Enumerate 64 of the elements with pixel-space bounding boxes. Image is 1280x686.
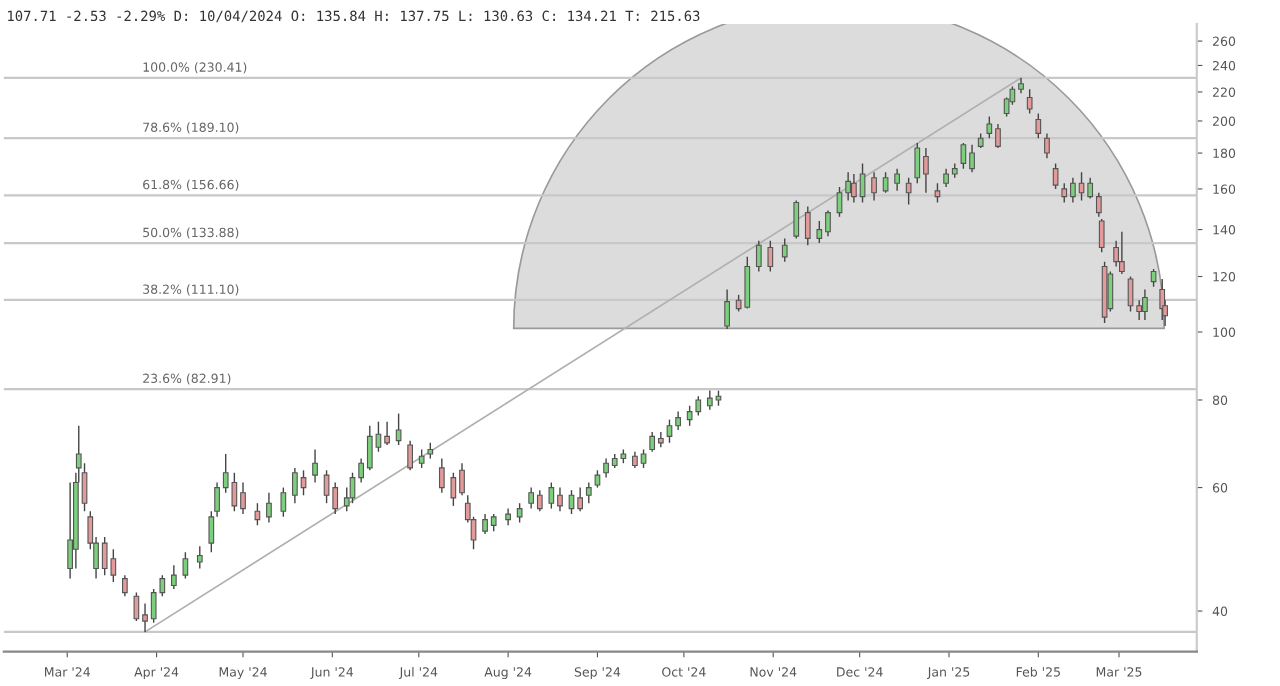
candlestick (231, 472, 238, 513)
candlestick (882, 171, 889, 194)
candlestick (934, 182, 941, 204)
candlestick (323, 469, 330, 504)
candlestick (67, 481, 73, 580)
candlestick (536, 489, 543, 513)
candlestick (280, 486, 287, 518)
candlestick (905, 177, 912, 206)
candlestick (649, 431, 656, 453)
candlestick (516, 502, 523, 524)
candlestick (395, 412, 402, 446)
candlestick (695, 395, 702, 417)
candlestick (1119, 231, 1125, 275)
candlestick (332, 481, 339, 515)
candlestick (438, 457, 445, 494)
candlestick (914, 142, 921, 184)
candlestick (859, 162, 866, 204)
candlestick (1052, 162, 1059, 190)
candlestick (724, 288, 730, 330)
candlestick (366, 425, 373, 472)
candlestick (1044, 132, 1050, 159)
candlestick (170, 564, 177, 590)
candlestick (1142, 288, 1148, 321)
candlestick (266, 492, 272, 524)
candlestick (767, 239, 774, 273)
candlestick (986, 115, 993, 139)
candlestick (657, 431, 664, 448)
candlestick (407, 439, 413, 472)
candlestick (804, 205, 811, 246)
candlestick (686, 405, 693, 427)
candlestick (960, 142, 967, 170)
candlestick (1026, 88, 1033, 115)
candlestick (894, 167, 900, 192)
candlestick (1107, 270, 1114, 313)
candlestick (755, 239, 762, 273)
candlestick (851, 173, 857, 204)
candlestick (781, 237, 788, 263)
candlestick (196, 545, 203, 570)
candlestick (182, 551, 189, 580)
candlestick (254, 502, 261, 527)
candlestick (706, 389, 713, 411)
candlestick (1009, 85, 1016, 106)
candlestick (450, 472, 457, 507)
candlestick (1035, 112, 1042, 139)
candlestick (816, 220, 823, 244)
candlestick (577, 486, 584, 513)
candlestick (793, 199, 800, 240)
candlestick (418, 448, 425, 469)
candlestick (675, 410, 681, 431)
candlestick (640, 448, 647, 469)
candlestick (101, 536, 108, 576)
candlestick (744, 256, 751, 310)
candlestick (292, 467, 298, 504)
candlestick (122, 574, 128, 597)
candlestick (312, 448, 318, 484)
candlestick (871, 171, 877, 202)
candlestick (666, 418, 673, 444)
candlestick (133, 591, 140, 622)
candlestick (1113, 239, 1119, 268)
candlestick (585, 481, 592, 504)
candlestick (548, 481, 555, 510)
candlestick (528, 486, 535, 510)
candlestick (110, 548, 117, 583)
candlestick (1061, 182, 1068, 204)
